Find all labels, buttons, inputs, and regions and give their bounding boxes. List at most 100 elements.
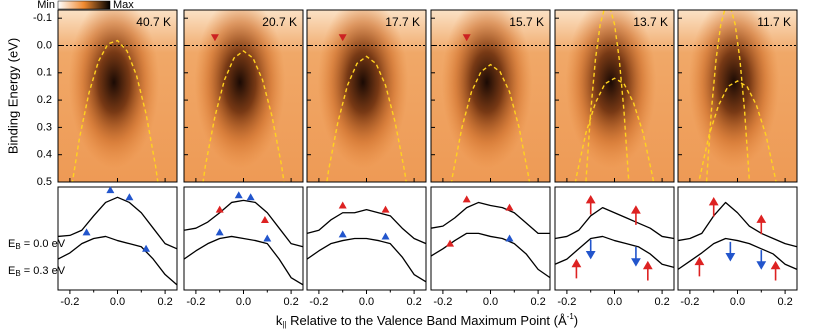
mdc-curve	[677, 201, 798, 248]
text-part: )	[574, 313, 578, 328]
edc-label: EB = 0.0 eV	[8, 238, 66, 251]
marker	[505, 203, 514, 211]
y-tick-label: 0.4	[37, 149, 52, 161]
x-tick-label: 0.2	[406, 296, 421, 308]
x-tick-label: 0.2	[530, 296, 545, 308]
marker	[234, 191, 243, 199]
text-part: k	[276, 313, 283, 328]
marker	[338, 201, 347, 209]
marker	[571, 258, 582, 279]
text-part: ||	[282, 320, 286, 329]
marker	[142, 244, 151, 252]
marker	[381, 205, 390, 213]
marker	[708, 197, 719, 217]
temperature-label: 20.7 K	[262, 15, 297, 29]
marker	[631, 205, 641, 225]
marker	[756, 214, 767, 235]
marker	[585, 194, 596, 215]
text-part: E	[8, 238, 15, 250]
x-tick-label: 0.0	[110, 296, 125, 308]
mdc-frame	[57, 186, 178, 291]
mdc-frame	[677, 186, 798, 291]
marker	[642, 260, 653, 281]
x-tick-label: 0.2	[157, 296, 172, 308]
x-tick-label: 0.0	[483, 296, 498, 308]
marker	[631, 247, 641, 267]
marker	[725, 241, 736, 262]
mdc-curve	[306, 237, 427, 283]
marker	[381, 232, 390, 240]
x-tick-label: 0.0	[730, 296, 745, 308]
x-tick-label: -0.2	[186, 296, 205, 308]
mdc-curve	[57, 235, 178, 286]
mdc-curve	[677, 237, 798, 270]
y-tick-label: -0.1	[33, 12, 52, 24]
marker	[125, 193, 134, 201]
intensity-maximum	[68, 10, 160, 169]
mdc-curve	[183, 199, 304, 248]
text-part: B	[15, 269, 20, 278]
marker	[215, 228, 224, 236]
mdc-frame	[430, 186, 551, 291]
spectrum-panel	[184, 10, 303, 182]
marker	[462, 34, 471, 42]
marker	[106, 186, 115, 194]
edc-label: EB = 0.3 eV	[8, 265, 66, 278]
x-tick-label: 0.2	[654, 296, 669, 308]
marker	[462, 195, 471, 203]
marker	[505, 234, 514, 242]
mdc-curve	[430, 232, 551, 279]
x-tick-label: -0.2	[60, 296, 79, 308]
colorbar-max-label: Max	[113, 0, 134, 11]
x-tick-label: -0.2	[433, 296, 452, 308]
temperature-label: 17.7 K	[385, 15, 420, 29]
y-tick-label: 0.2	[37, 94, 52, 106]
mdc-frame	[554, 186, 675, 291]
marker	[82, 228, 91, 236]
band-dispersion	[574, 77, 655, 182]
colorbar-min-label: Min	[37, 0, 55, 11]
x-tick-label: 0.0	[359, 296, 374, 308]
x-tick-label: 0.0	[607, 296, 622, 308]
y-tick-label: 0.3	[37, 121, 52, 133]
intensity-maximum	[565, 10, 657, 169]
spectrum-panel	[678, 10, 797, 182]
marker	[215, 205, 224, 213]
marker	[585, 239, 596, 260]
text-part: = 0.3 eV	[21, 265, 66, 277]
x-tick-label: -0.2	[309, 296, 328, 308]
marker	[694, 256, 705, 277]
y-tick-label: 0.1	[37, 67, 52, 79]
mdc-curve	[554, 235, 675, 268]
band-dispersion	[585, 10, 630, 182]
marker	[263, 234, 272, 242]
text-part: = 0.0 eV	[21, 238, 66, 250]
x-tick-label: -0.2	[680, 296, 699, 308]
colorbar	[57, 0, 111, 10]
spectrum-panel	[555, 10, 674, 182]
x-tick-label: -0.2	[557, 296, 576, 308]
marker	[260, 215, 269, 223]
temperature-label: 11.7 K	[757, 15, 791, 29]
x-tick-label: 0.0	[236, 296, 251, 308]
x-axis-title: k|| Relative to the Valence Band Maximum…	[276, 312, 578, 329]
band-dispersion	[326, 55, 407, 182]
marker	[338, 34, 347, 42]
text-part: E	[8, 265, 15, 277]
mdc-curve	[57, 196, 178, 250]
band-dispersion	[450, 63, 531, 182]
temperature-label: 40.7 K	[136, 15, 171, 29]
y-tick-label: 0.5	[37, 176, 52, 188]
marker	[446, 239, 455, 247]
intensity-maximum	[194, 10, 286, 169]
temperature-label: 15.7 K	[509, 15, 544, 29]
x-tick-label: 0.2	[777, 296, 792, 308]
mdc-curve	[306, 209, 427, 245]
text-part: -1	[567, 312, 575, 321]
band-dispersion	[71, 39, 159, 182]
temperature-label: 13.7 K	[633, 15, 668, 29]
intensity-maximum	[441, 10, 533, 169]
y-axis-title: Binding Energy (eV)	[5, 38, 20, 154]
mdc-curve	[183, 235, 304, 286]
